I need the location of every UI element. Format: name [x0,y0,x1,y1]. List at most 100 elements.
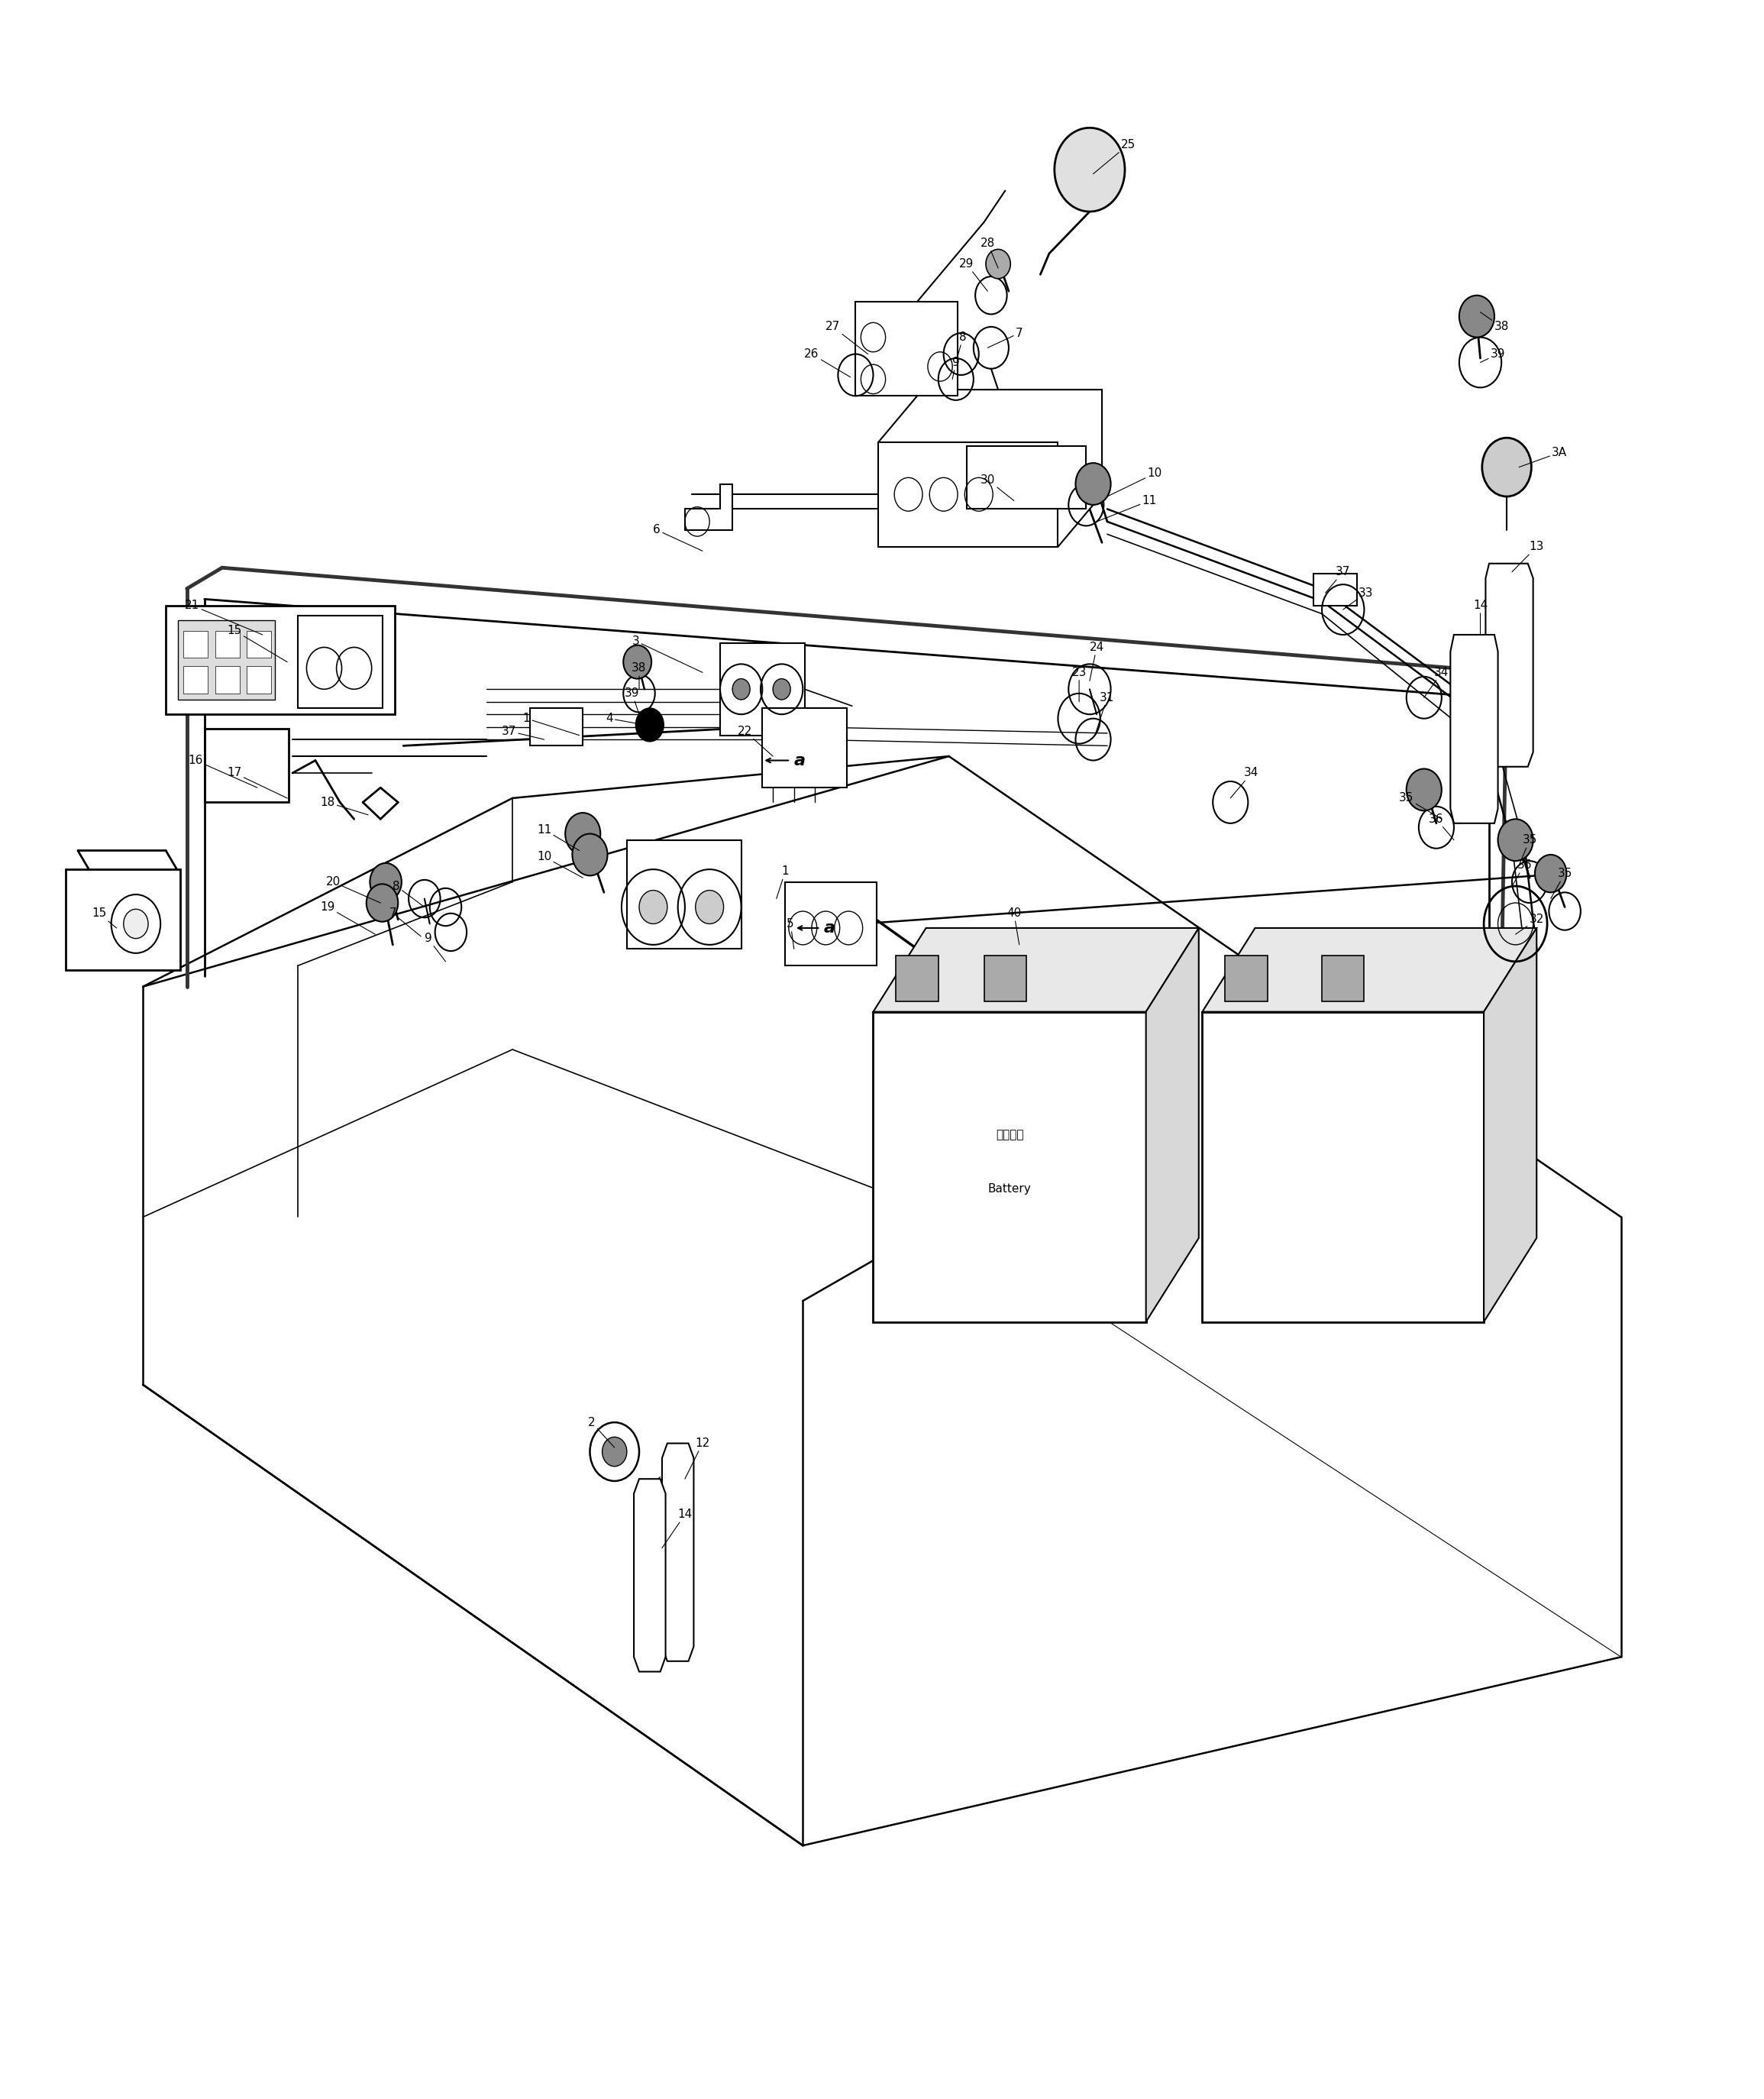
Bar [529,707,582,745]
Text: 3: 3 [632,636,702,672]
Text: 1: 1 [522,714,579,735]
Text: 24: 24 [1090,642,1104,680]
Text: バッテリ: バッテリ [995,1129,1023,1140]
Bar [984,955,1027,1001]
Text: 15: 15 [228,626,288,661]
Circle shape [1535,854,1566,892]
Bar [65,869,180,970]
Text: 33: 33 [1342,588,1374,609]
Text: 22: 22 [737,726,773,756]
Text: 7: 7 [390,907,422,936]
Circle shape [1459,296,1494,338]
Text: 26: 26 [804,348,850,378]
Text: 28: 28 [981,237,998,269]
Text: 23: 23 [1073,667,1087,701]
Text: 6: 6 [653,525,702,550]
Text: 11: 11 [1097,495,1157,523]
Text: 38: 38 [632,663,647,688]
Text: 9: 9 [953,357,960,380]
Bar [785,882,877,966]
Bar [1226,955,1267,1001]
Text: 39: 39 [624,688,640,714]
Bar [183,630,208,657]
Text: 37: 37 [1325,567,1351,592]
Text: 7: 7 [988,327,1023,348]
Circle shape [1498,819,1533,861]
Circle shape [1055,128,1125,212]
Bar [215,630,240,657]
Text: 14: 14 [662,1509,691,1549]
Text: 25: 25 [1094,139,1136,174]
Circle shape [695,890,723,924]
Circle shape [123,909,148,938]
Text: 39: 39 [1480,348,1505,363]
Circle shape [1482,439,1531,497]
Bar [878,443,1058,546]
Text: 3A: 3A [1519,447,1566,468]
Bar [205,728,289,802]
Bar [720,642,804,735]
Text: 30: 30 [981,474,1014,502]
Text: 2: 2 [587,1417,614,1448]
Bar [183,665,208,693]
Text: 32: 32 [1515,913,1544,934]
Text: 9: 9 [425,932,446,961]
Text: 35: 35 [1399,793,1441,819]
Circle shape [367,884,399,921]
Text: 13: 13 [1512,542,1544,571]
Bar [215,665,240,693]
Circle shape [602,1438,626,1467]
Bar [178,619,275,699]
Bar [247,665,272,693]
Text: 36: 36 [1429,812,1454,840]
Circle shape [572,833,607,875]
Circle shape [623,644,651,678]
Polygon shape [662,1444,693,1660]
Polygon shape [1450,634,1498,823]
Text: 18: 18 [321,798,369,814]
Text: 40: 40 [1007,907,1021,945]
Circle shape [1406,768,1441,810]
Polygon shape [878,390,1102,546]
Circle shape [986,250,1011,279]
Circle shape [773,678,790,699]
Text: 4: 4 [605,714,644,724]
Text: 12: 12 [684,1438,709,1480]
Text: 34: 34 [1424,667,1448,697]
Circle shape [1076,464,1111,506]
Text: 38: 38 [1480,313,1508,332]
Bar [967,447,1087,510]
Text: 31: 31 [1095,693,1115,735]
Text: 17: 17 [228,768,288,798]
Text: 8: 8 [393,879,425,907]
Bar [247,630,272,657]
Bar [626,840,741,949]
Text: 11: 11 [536,823,579,850]
Bar [1321,955,1364,1001]
Circle shape [564,812,600,854]
Text: 16: 16 [189,756,258,787]
Text: Battery: Battery [988,1184,1032,1194]
Text: 35: 35 [1551,867,1572,898]
Bar [166,605,395,714]
Text: 10: 10 [1108,468,1162,497]
Bar [298,615,383,707]
Text: 35: 35 [1519,833,1536,865]
Circle shape [370,863,402,900]
Circle shape [732,678,750,699]
Polygon shape [1484,928,1536,1322]
Text: 8: 8 [958,332,967,357]
Text: 15: 15 [92,907,116,928]
Text: a: a [824,919,836,936]
Circle shape [635,707,663,741]
Text: 21: 21 [185,600,263,634]
Text: 5: 5 [787,917,794,949]
Polygon shape [1147,928,1200,1322]
Polygon shape [633,1480,665,1671]
Text: 20: 20 [326,875,381,903]
Text: 34: 34 [1231,768,1259,798]
Text: 29: 29 [960,258,988,292]
Bar [1312,573,1357,605]
Bar [762,707,847,787]
Circle shape [639,890,667,924]
